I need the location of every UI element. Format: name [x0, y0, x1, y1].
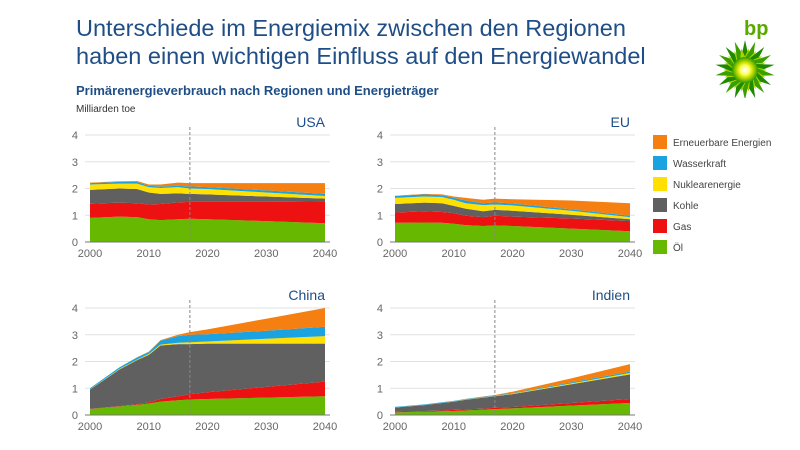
bp-logo-text: bp	[744, 18, 769, 40]
y-tick-label: 0	[72, 410, 78, 422]
panel-eu: 0 1 2 3 4 2000 2010 2020 2030 2040 EU	[377, 114, 642, 260]
area-öl	[90, 216, 325, 242]
y-tick-label: 1	[72, 210, 78, 222]
panel-title: EU	[611, 114, 630, 130]
legend-label: Öl	[673, 242, 683, 254]
area-nuklearenergie	[395, 196, 630, 220]
area-nuklearenergie	[90, 336, 325, 390]
x-tick-label: 2000	[383, 421, 407, 433]
area-wasserkraft	[395, 194, 630, 218]
legend-label: Nuklearenergie	[673, 180, 741, 191]
x-tick-label: 2000	[383, 248, 407, 260]
area-gas	[395, 211, 630, 232]
y-tick-label: 4	[72, 303, 78, 315]
legend-swatch	[653, 177, 667, 191]
y-tick-label: 0	[377, 410, 383, 422]
x-tick-label: 2020	[500, 421, 524, 433]
legend-swatch	[653, 198, 667, 212]
panel-title: Indien	[592, 287, 630, 303]
y-tick-label: 4	[72, 130, 78, 142]
y-tick-label: 0	[377, 237, 383, 249]
x-tick-label: 2040	[313, 421, 337, 433]
y-tick-label: 1	[72, 383, 78, 395]
y-tick-label: 3	[377, 157, 383, 169]
area-erneuerbare-energien	[395, 193, 630, 216]
legend-swatch	[653, 240, 667, 254]
legend: Erneuerbare Energien Wasserkraft Nuklearen…	[653, 135, 771, 254]
legend-label: Gas	[673, 222, 691, 233]
chart-subtitle: Primärenergieverbrauch nach Regionen und…	[76, 83, 439, 98]
bp-helios-logo-icon	[715, 40, 775, 98]
x-tick-label: 2020	[195, 248, 219, 260]
panel-title: China	[288, 287, 325, 303]
area-wasserkraft	[90, 326, 325, 390]
x-tick-label: 2020	[500, 248, 524, 260]
x-tick-label: 2040	[313, 248, 337, 260]
area-kohle	[395, 202, 630, 222]
y-tick-label: 2	[72, 357, 78, 369]
y-tick-label: 2	[377, 184, 383, 196]
panel-indien: 0 1 2 3 4 2000 2010 2020 2030 2040 Indien	[377, 287, 642, 433]
panel-title: USA	[296, 114, 325, 130]
legend-label: Erneuerbare Energien	[673, 138, 771, 149]
legend-swatch	[653, 156, 667, 170]
y-tick-label: 1	[377, 210, 383, 222]
area-kohle	[90, 343, 325, 409]
x-tick-label: 2030	[254, 248, 278, 260]
y-tick-label: 1	[377, 383, 383, 395]
area-öl	[90, 396, 325, 415]
y-tick-label: 2	[72, 184, 78, 196]
y-tick-label: 4	[377, 130, 383, 142]
y-tick-label: 3	[72, 157, 78, 169]
x-tick-label: 2000	[78, 421, 102, 433]
x-tick-label: 2030	[559, 248, 583, 260]
area-kohle	[395, 374, 630, 412]
area-wasserkraft	[90, 181, 325, 196]
x-tick-label: 2010	[442, 421, 466, 433]
x-tick-label: 2000	[78, 248, 102, 260]
y-tick-label: 2	[377, 357, 383, 369]
area-erneuerbare-energien	[90, 181, 325, 194]
legend-label: Kohle	[673, 201, 699, 212]
y-tick-label: 3	[377, 330, 383, 342]
unit-label: Milliarden toe	[76, 104, 136, 115]
y-tick-label: 0	[72, 237, 78, 249]
legend-label: Wasserkraft	[673, 159, 726, 170]
x-tick-label: 2020	[195, 421, 219, 433]
legend-swatch	[653, 135, 667, 149]
title-line-2: haben einen wichtigen Einfluss auf den E…	[76, 43, 646, 69]
area-gas	[90, 381, 325, 410]
area-öl	[395, 402, 630, 415]
panel-china: 0 1 2 3 4 2000 2010 2020 2030 2040 China	[72, 287, 337, 433]
y-tick-label: 4	[377, 303, 383, 315]
x-tick-label: 2030	[254, 421, 278, 433]
panel-usa: 0 1 2 3 4 2000 2010 2020 2030 2040 USA	[72, 114, 337, 260]
x-tick-label: 2040	[618, 421, 642, 433]
legend-swatch	[653, 219, 667, 233]
area-erneuerbare-energien	[90, 308, 325, 389]
area-nuklearenergie	[90, 183, 325, 199]
page-title: Unterschiede im Energiemix zwischen den …	[76, 14, 646, 70]
x-tick-label: 2010	[442, 248, 466, 260]
x-tick-label: 2010	[137, 248, 161, 260]
title-line-1: Unterschiede im Energiemix zwischen den …	[76, 15, 626, 41]
area-öl	[395, 222, 630, 242]
x-tick-label: 2030	[559, 421, 583, 433]
y-tick-label: 3	[72, 330, 78, 342]
area-gas	[90, 201, 325, 224]
x-tick-label: 2040	[618, 248, 642, 260]
x-tick-label: 2010	[137, 421, 161, 433]
